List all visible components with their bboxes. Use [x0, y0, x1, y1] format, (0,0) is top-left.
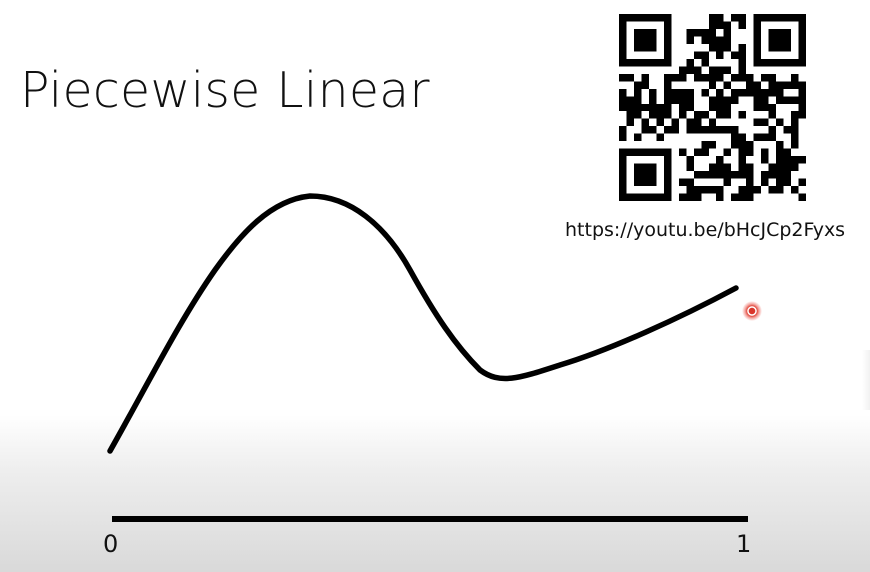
edge-shadow	[862, 350, 870, 410]
axis-label-start: 0	[103, 530, 119, 558]
axis-label-end: 1	[736, 530, 752, 558]
video-url[interactable]: https://youtu.be/bHcJCp2Fyxs	[565, 219, 846, 241]
laser-pointer-icon	[742, 301, 762, 321]
qr-code-icon	[619, 14, 806, 201]
slide-title: Piecewise Linear	[20, 62, 430, 119]
smooth-curve	[107, 193, 739, 454]
